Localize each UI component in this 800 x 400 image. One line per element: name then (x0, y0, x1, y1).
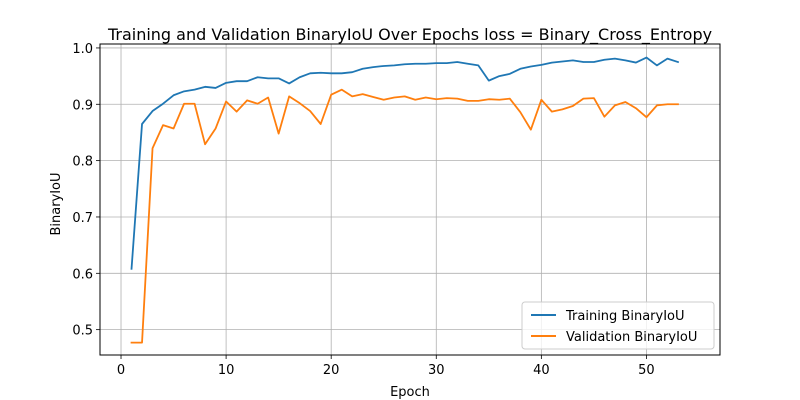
chart-title: Training and Validation BinaryIoU Over E… (107, 25, 712, 45)
x-tick-label: 40 (533, 363, 550, 378)
plot-frame (99, 43, 721, 356)
legend-box (521, 301, 715, 350)
x-tick-label: 50 (638, 363, 655, 378)
y-tick-label: 1.0 (72, 42, 93, 57)
x-axis-label: Epoch (390, 385, 430, 400)
validation-series-line (130, 88, 679, 344)
x-tick-label: 30 (428, 363, 445, 378)
ticks: 0 10 20 30 40 50 0.5 0.6 0.7 0.8 0.9 1.0 (72, 42, 654, 378)
y-tick-label: 0.8 (72, 155, 93, 170)
y-tick-label: 0.6 (72, 267, 93, 282)
x-tick-label: 0 (117, 363, 125, 378)
y-tick-label: 0.7 (72, 211, 93, 226)
y-tick-label: 0.5 (72, 324, 93, 339)
x-tick-label: 10 (218, 363, 235, 378)
y-tick-label: 0.9 (72, 98, 93, 113)
y-axis-label: BinaryIoU (49, 172, 64, 235)
legend: Training BinaryIoU Validation BinaryIoU (521, 301, 715, 350)
series-layer (130, 56, 680, 344)
x-tick-label: 20 (323, 363, 340, 378)
training-series-line (130, 56, 680, 270)
legend-label-training: Training BinaryIoU (565, 309, 685, 324)
legend-label-validation: Validation BinaryIoU (566, 330, 697, 345)
